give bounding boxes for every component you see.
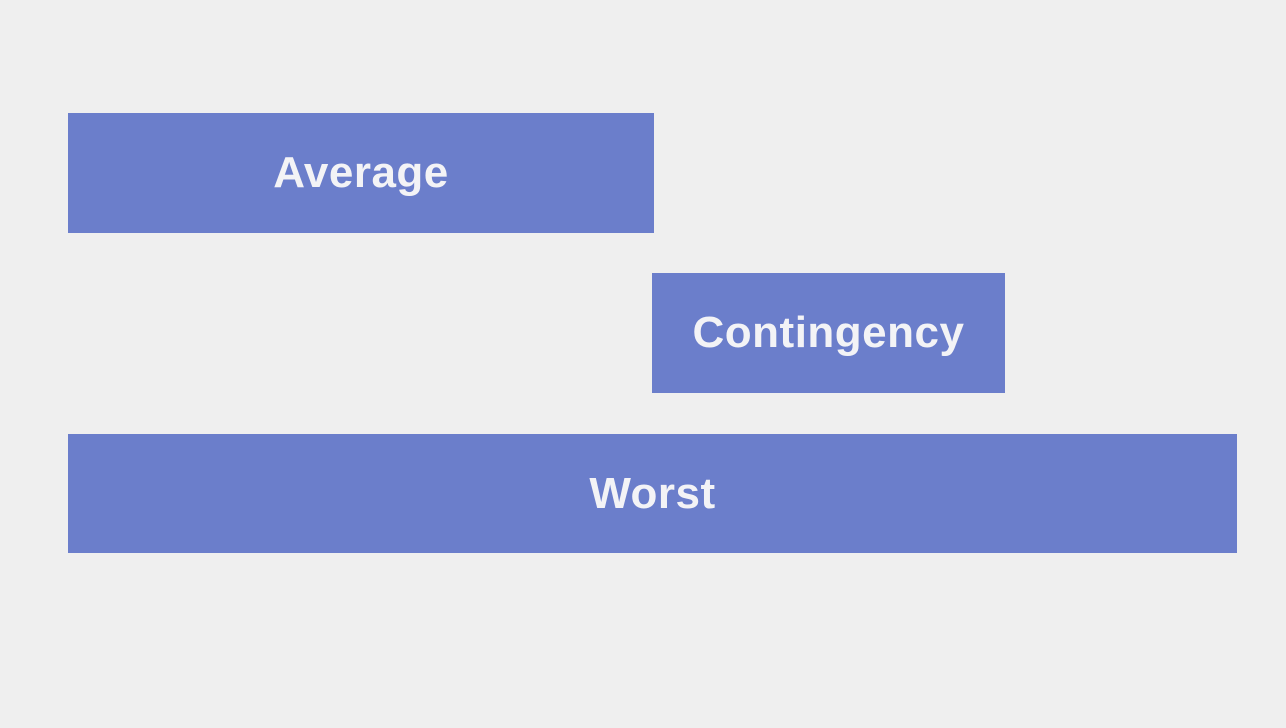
worst-label: Worst — [589, 468, 716, 518]
average-label: Average — [273, 148, 449, 197]
worst-bar: Worst — [68, 434, 1237, 553]
average-bar: Average — [68, 113, 654, 233]
contingency-bar: Contingency — [652, 273, 1005, 393]
contingency-label: Contingency — [692, 308, 965, 357]
